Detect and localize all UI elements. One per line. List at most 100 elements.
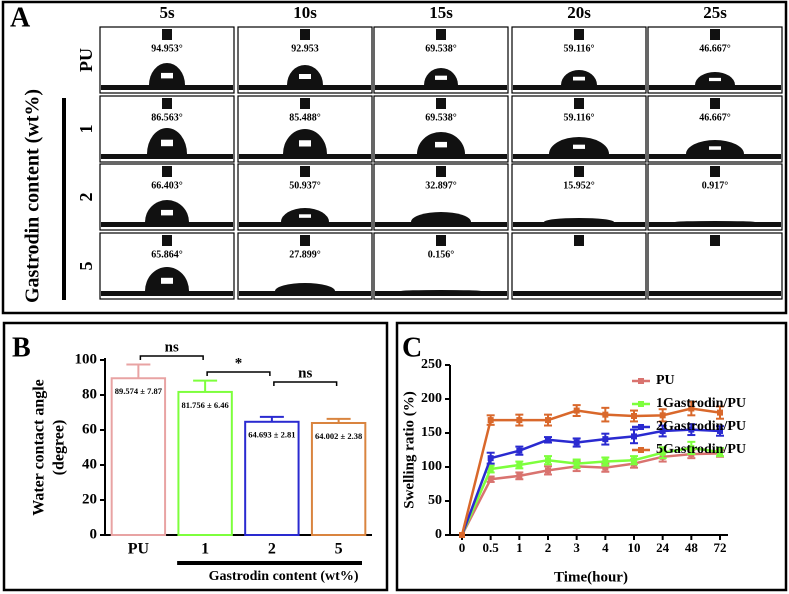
significance-label: ns <box>298 365 312 381</box>
legend-label: 1Gastrodin/PU <box>656 396 746 411</box>
point <box>516 461 523 468</box>
point <box>573 439 580 446</box>
panel-c-frame <box>395 321 788 592</box>
value-label: 64.002 ± 2.38 <box>315 431 362 441</box>
legend-label: 2Gastrodin/PU <box>656 419 746 434</box>
point <box>659 412 666 419</box>
point <box>545 457 551 464</box>
droplet-highlight <box>709 146 721 150</box>
panel-label: B <box>12 332 31 363</box>
series-line <box>460 452 721 536</box>
x-tick-label: PU <box>128 541 150 558</box>
substrate <box>375 154 507 159</box>
angle-label: 66.403° <box>151 180 183 191</box>
angle-label: 15.952° <box>563 180 595 191</box>
point <box>487 417 494 424</box>
droplet <box>411 212 471 222</box>
panel-b-frame <box>2 321 389 592</box>
droplet <box>675 221 755 222</box>
point <box>631 433 637 440</box>
legend-marker <box>638 447 644 453</box>
x-tick-label: 0 <box>459 540 466 555</box>
y-tick-label: 100 <box>75 351 98 367</box>
angle-label: 46.667° <box>699 112 731 123</box>
angle-label: 85.488° <box>289 112 321 123</box>
needle <box>300 98 310 109</box>
substrate <box>649 291 781 296</box>
point <box>602 458 609 465</box>
x-tick-label: 3 <box>573 540 580 555</box>
needle <box>710 29 720 40</box>
point <box>631 457 637 464</box>
droplet-highlight <box>573 76 585 81</box>
bar <box>177 390 233 536</box>
substrate <box>375 222 507 227</box>
x-tick-label: 48 <box>685 540 699 555</box>
substrate <box>101 154 233 159</box>
point <box>516 447 523 454</box>
x-tick-label: 0.5 <box>483 540 500 555</box>
droplet-highlight <box>709 77 721 82</box>
y-tick-label: 50 <box>428 493 442 508</box>
substrate <box>513 85 645 90</box>
significance-bracket <box>139 355 204 360</box>
bar <box>110 377 167 537</box>
y-tick-label: 60 <box>82 421 97 437</box>
droplet-highlight <box>161 72 173 79</box>
needle <box>574 29 584 40</box>
column-header: 10s <box>293 3 317 22</box>
needle <box>162 166 172 177</box>
point <box>516 472 523 479</box>
x-axis-label: Gastrodin content (wt%) <box>209 569 359 584</box>
angle-label: 92.953 <box>291 43 319 54</box>
substrate <box>375 291 507 296</box>
point <box>602 411 609 418</box>
droplet-highlight <box>435 75 447 80</box>
droplet-highlight <box>573 144 585 149</box>
significance-bracket <box>206 371 271 376</box>
substrate <box>375 85 507 90</box>
needle <box>574 166 584 177</box>
point <box>545 436 551 443</box>
row-label: 5 <box>76 262 96 271</box>
x-tick-label: 1 <box>201 541 209 558</box>
point <box>659 449 666 456</box>
substrate <box>239 291 371 296</box>
needle <box>436 166 446 177</box>
droplet <box>401 290 481 291</box>
droplet-highlight <box>299 214 311 218</box>
value-label: 81.756 ± 6.46 <box>182 400 229 410</box>
droplet-highlight <box>161 209 173 216</box>
point <box>631 413 637 419</box>
column-header: 20s <box>567 3 591 22</box>
droplet-highlight <box>161 277 173 284</box>
point <box>459 532 465 538</box>
series-line <box>460 428 721 536</box>
y-tick-label: 150 <box>421 425 442 440</box>
x-tick-label: 2 <box>545 540 552 555</box>
angle-label: 46.667° <box>699 43 731 54</box>
y-tick-label: 0 <box>90 526 98 542</box>
substrate <box>239 222 371 227</box>
angle-label: 59.116° <box>564 112 595 123</box>
point <box>659 427 666 434</box>
y-axis-label: Water contact angle <box>31 379 48 516</box>
point <box>516 417 523 424</box>
significance-label: ns <box>165 339 179 355</box>
y-tick-label: 250 <box>421 357 442 372</box>
x-tick-label: 24 <box>656 540 670 555</box>
needle <box>300 235 310 246</box>
angle-label: 69.538° <box>425 112 457 123</box>
point <box>717 449 723 456</box>
panel-a-frame <box>1 0 788 315</box>
x-tick-label: 4 <box>602 540 609 555</box>
point <box>717 409 723 416</box>
angle-label: 0.156° <box>428 249 455 260</box>
legend-marker <box>638 424 644 430</box>
angle-label: 50.937° <box>289 180 321 191</box>
significance-label: * <box>235 355 243 371</box>
needle <box>162 29 172 40</box>
column-header: 5s <box>159 3 175 22</box>
needle <box>574 98 584 109</box>
